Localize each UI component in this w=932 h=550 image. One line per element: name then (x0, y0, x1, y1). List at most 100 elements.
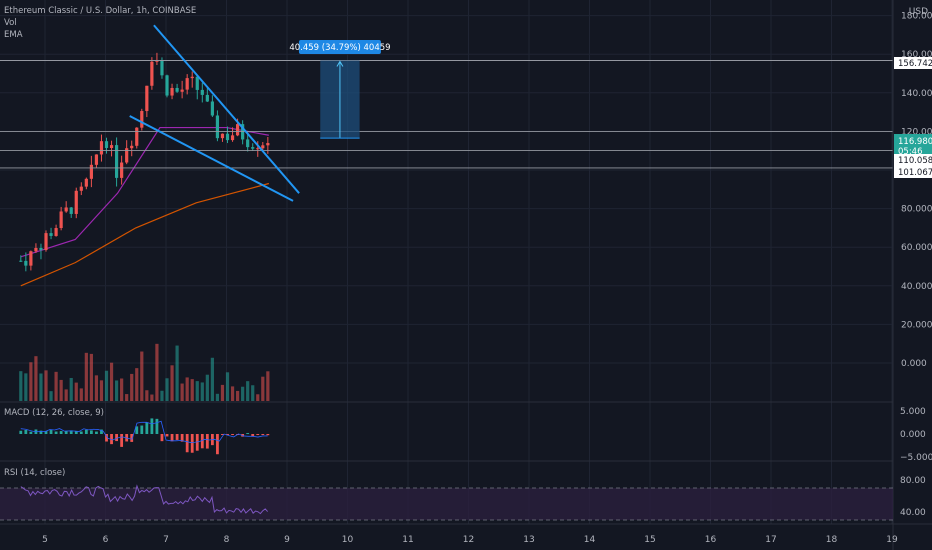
macd-bar (185, 434, 189, 453)
measure-arrowhead (336, 60, 344, 67)
candle-body (246, 139, 250, 148)
volume-bar (125, 394, 129, 401)
volume-bar (19, 371, 23, 401)
candle-body (130, 145, 134, 149)
macd-bar (100, 429, 103, 434)
candle-body (261, 145, 265, 149)
time-tick: 19 (886, 535, 898, 545)
volume-bar (24, 373, 28, 401)
macd-bar (120, 434, 124, 447)
volume-legend[interactable]: Vol (4, 18, 17, 28)
price-tick: 80.000 (901, 205, 932, 215)
price-tag-current: 116.980 05:46 (894, 134, 932, 157)
volume-bar (59, 379, 63, 401)
ema-slow-line (20, 182, 270, 287)
candle-body (256, 148, 260, 150)
volume-bar (74, 382, 78, 401)
volume-bar (266, 371, 270, 401)
trendline-upper (153, 24, 300, 194)
volume-bar (109, 362, 114, 401)
candle-body (79, 186, 83, 191)
time-tick: 8 (224, 535, 230, 545)
volume-bar (39, 373, 43, 401)
candle-body (200, 89, 204, 95)
macd-legend[interactable]: MACD (12, 26, close, 9) (4, 408, 104, 418)
volume-bar (230, 386, 235, 401)
price-tick: 180.000 (901, 12, 932, 22)
macd-bar (135, 426, 139, 434)
volume-bar (210, 357, 214, 401)
macd-bar (150, 418, 154, 434)
measure-tool[interactable]: 40.459 (34.79%) 40459 (289, 40, 391, 139)
price-tags: 156.742 116.980 05:46 110.058 101.067 (894, 57, 932, 178)
macd-bar (261, 434, 265, 435)
volume-bar (220, 384, 225, 401)
candle-body (39, 247, 43, 251)
candle-body (185, 78, 189, 90)
time-tick: 15 (644, 535, 655, 545)
volume-bar (49, 391, 53, 401)
macd-bar (84, 429, 88, 434)
time-tick: 17 (765, 535, 776, 545)
macd-bar (19, 430, 23, 434)
volume-bar (180, 383, 184, 401)
ema-legend[interactable]: EMA (4, 30, 23, 40)
rsi-legend[interactable]: RSI (14, close) (4, 468, 65, 478)
candle-body (94, 154, 99, 165)
time-axis[interactable]: 5 6 7 8 9 10 11 12 13 14 15 16 17 18 19 (42, 535, 898, 545)
candle-body (266, 143, 270, 146)
candle-body (205, 94, 209, 102)
volume-bar (89, 353, 93, 401)
price-tick: 160.000 (901, 50, 932, 60)
volume-bars (19, 343, 270, 401)
macd-bar (59, 431, 63, 434)
macd-bar (160, 434, 164, 442)
time-tick: 9 (284, 535, 290, 545)
candle-body (145, 85, 149, 112)
volume-bar (200, 382, 204, 401)
volume-bar (120, 378, 124, 401)
rsi-axis: 80.00 40.00 (900, 476, 926, 518)
candle-body (114, 145, 119, 178)
volume-bar (69, 377, 73, 401)
volume-bar (130, 373, 134, 401)
candle-body (220, 133, 225, 139)
candle-body (99, 141, 104, 155)
time-tick: 11 (402, 535, 413, 545)
candle-body (64, 207, 68, 212)
macd-bar (195, 434, 199, 451)
horizontal-levels (0, 60, 893, 169)
volume-bar (64, 389, 68, 401)
macd-bar (24, 430, 28, 434)
volume-bar (104, 370, 109, 401)
volume-bar (205, 374, 209, 401)
volume-bar (190, 379, 194, 401)
macd-histogram (19, 418, 270, 455)
macd-bar (170, 434, 174, 442)
macd-bar (64, 430, 68, 434)
macd-bar (155, 418, 159, 434)
macd-bar (130, 434, 134, 442)
macd-bar (190, 434, 194, 453)
price-tag-low: 101.067 (894, 166, 932, 178)
candle-body (19, 260, 23, 262)
price-tick: 40.000 (901, 282, 932, 292)
volume-bar (170, 365, 174, 401)
macd-bar (231, 434, 234, 436)
volume-bar (84, 352, 88, 401)
candle-body (215, 115, 220, 139)
measure-label: 40.459 (34.79%) 40459 (289, 43, 390, 53)
price-tag-high: 156.742 (894, 57, 932, 69)
volume-bar (155, 343, 159, 401)
macd-tick: −5.000 (900, 453, 932, 463)
macd-bar (165, 434, 169, 437)
macd-bar (74, 430, 78, 434)
price-tick: 120.000 (901, 127, 932, 137)
price-axis[interactable]: USD 180.000160.000140.000120.000100.0008… (901, 7, 932, 369)
macd-tick: 5.000 (900, 407, 926, 417)
symbol-title[interactable]: Ethereum Classic / U.S. Dollar, 1h, COIN… (4, 6, 196, 16)
time-tick: 12 (463, 535, 474, 545)
time-tick: 7 (163, 535, 169, 545)
